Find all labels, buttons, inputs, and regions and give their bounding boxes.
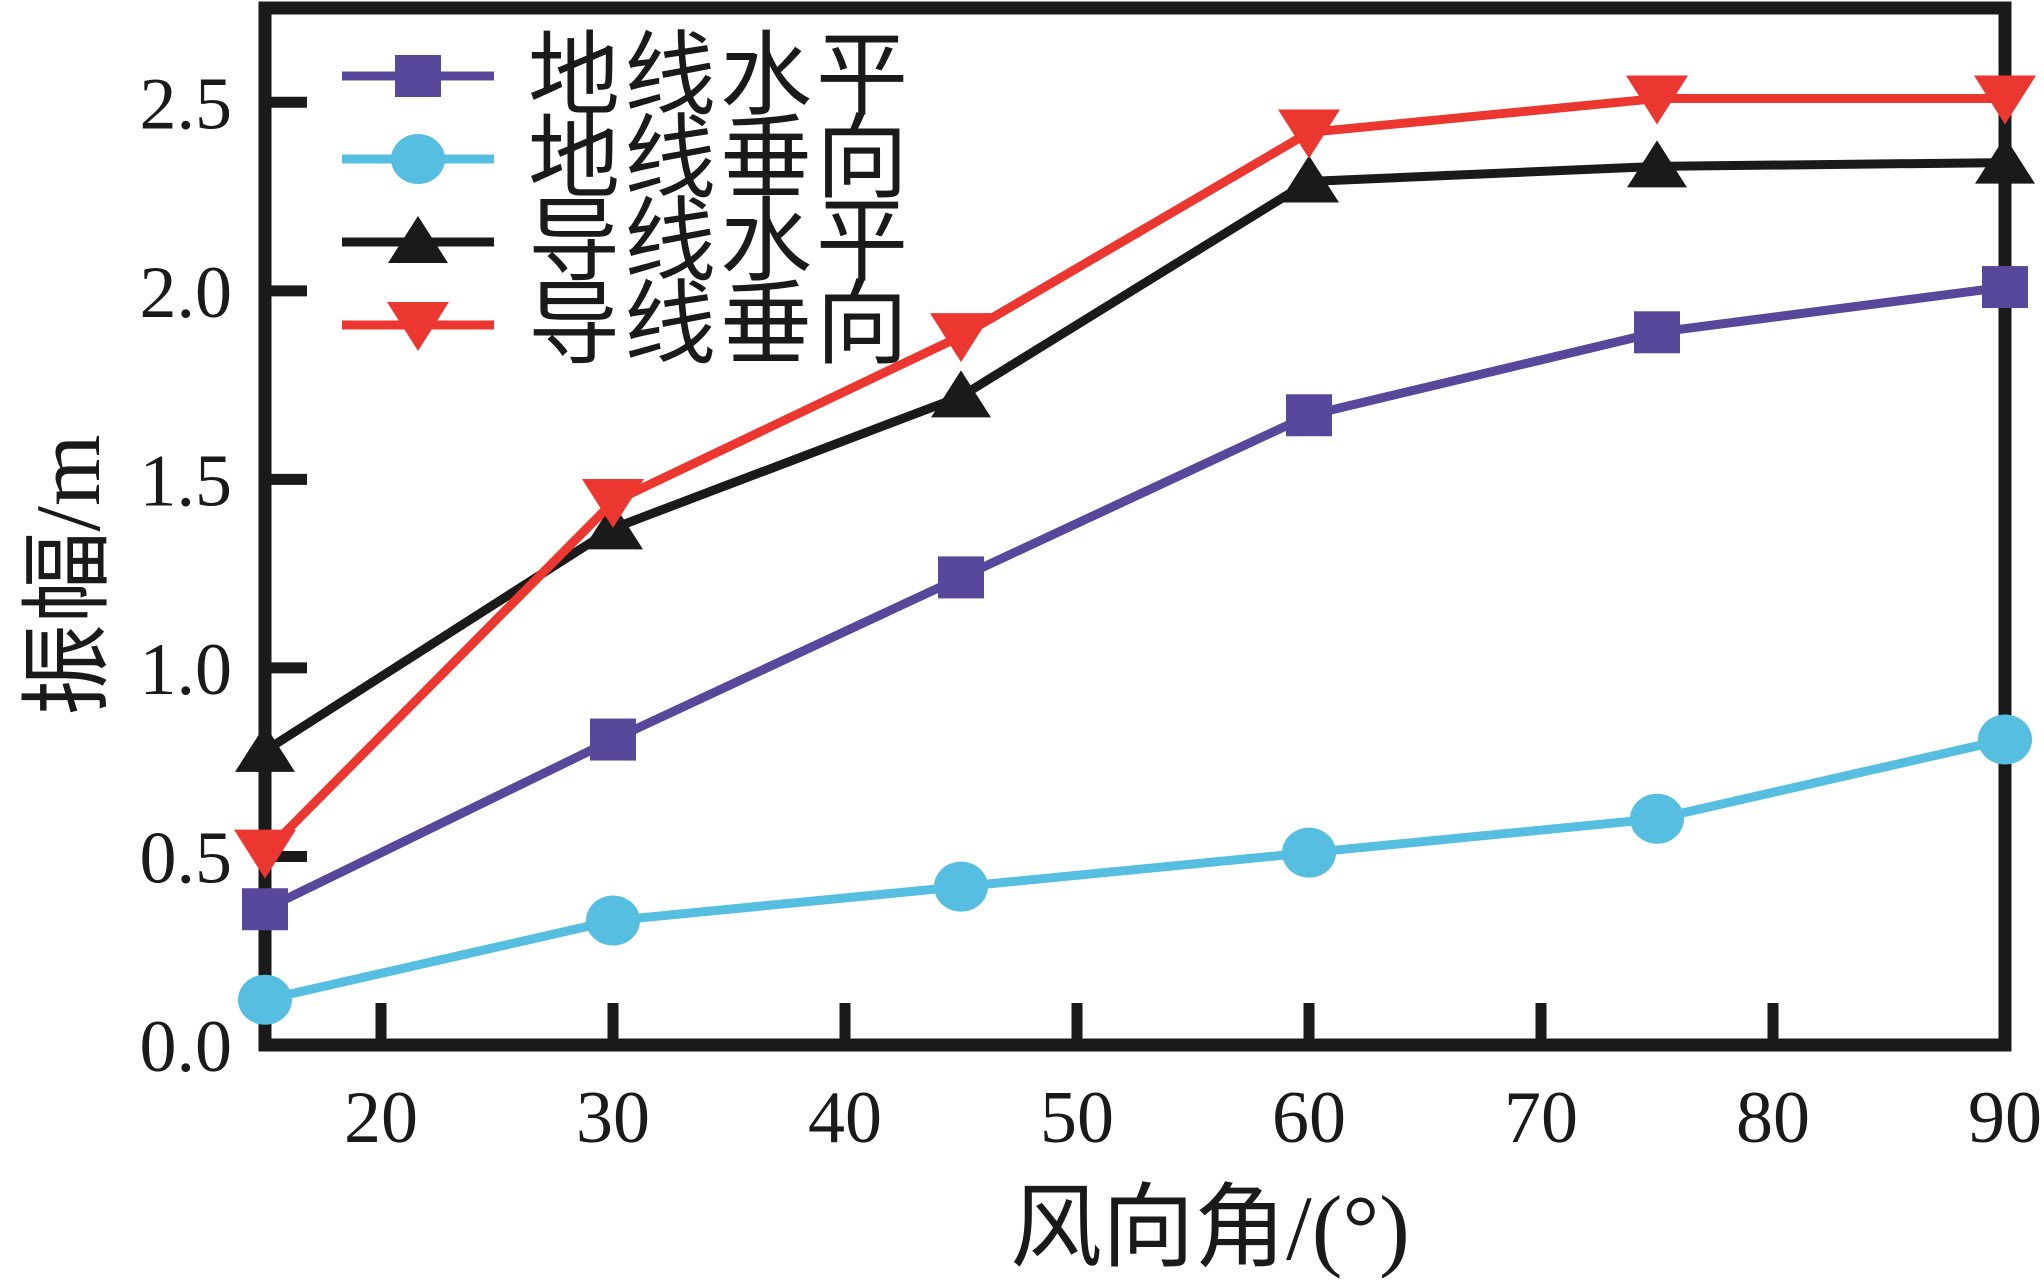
legend-marker (387, 302, 449, 351)
x-tick-label: 80 (1736, 1077, 1810, 1159)
data-point-marker (1286, 394, 1332, 437)
x-tick-label: 30 (576, 1077, 650, 1159)
y-tick-label: 1.5 (140, 440, 233, 522)
y-tick-label: 1.0 (140, 629, 233, 711)
data-point-marker (1634, 311, 1680, 354)
data-point-marker (1626, 75, 1688, 125)
y-tick-label: 0.0 (140, 1006, 233, 1088)
data-point-marker (931, 370, 991, 418)
data-point-marker (1282, 827, 1336, 878)
x-tick-label: 90 (1968, 1077, 2042, 1159)
x-axis-title: 风向角/(°) (1010, 1177, 1410, 1279)
data-point-marker (590, 718, 636, 761)
legend-marker (391, 134, 445, 184)
y-tick-label: 2.0 (140, 252, 233, 334)
data-point-marker (1978, 714, 2032, 765)
data-point-marker (938, 556, 984, 599)
legend-label: 导线水平 (528, 191, 912, 293)
data-point-marker (1278, 109, 1340, 159)
data-point-marker (235, 724, 295, 772)
series-line (264, 735, 2006, 1005)
data-point-marker (934, 861, 988, 912)
series-line (263, 282, 2006, 914)
data-point-marker (242, 888, 288, 931)
data-point-marker (234, 829, 296, 879)
legend-label: 地线垂向 (528, 108, 912, 210)
data-point-marker (930, 313, 992, 363)
data-point-marker (1627, 140, 1687, 188)
data-point-marker (1279, 155, 1339, 203)
y-tick-label: 0.5 (140, 817, 233, 899)
legend-marker (388, 216, 448, 263)
legend-label: 导线垂向 (528, 274, 912, 376)
legend-marker (395, 55, 441, 97)
data-point-marker (1982, 266, 2028, 309)
data-point-marker (1630, 793, 1684, 844)
data-point-marker (586, 895, 640, 946)
x-tick-label: 70 (1504, 1077, 1578, 1159)
data-point-marker (1975, 136, 2035, 184)
data-point-marker (238, 974, 292, 1025)
x-tick-label: 60 (1272, 1077, 1346, 1159)
plot-border (258, 1, 2012, 1052)
x-tick-label: 20 (344, 1077, 418, 1159)
x-tick-label: 50 (1040, 1077, 1114, 1159)
data-point-marker (1974, 75, 2036, 125)
series-line (262, 158, 2006, 755)
y-axis-title: 振幅/m (17, 434, 119, 716)
series-line (261, 94, 2005, 856)
data-point-marker (582, 478, 644, 528)
x-tick-label: 40 (808, 1077, 882, 1159)
y-tick-label: 2.5 (140, 63, 233, 145)
legend-label: 地线水平 (528, 25, 912, 127)
